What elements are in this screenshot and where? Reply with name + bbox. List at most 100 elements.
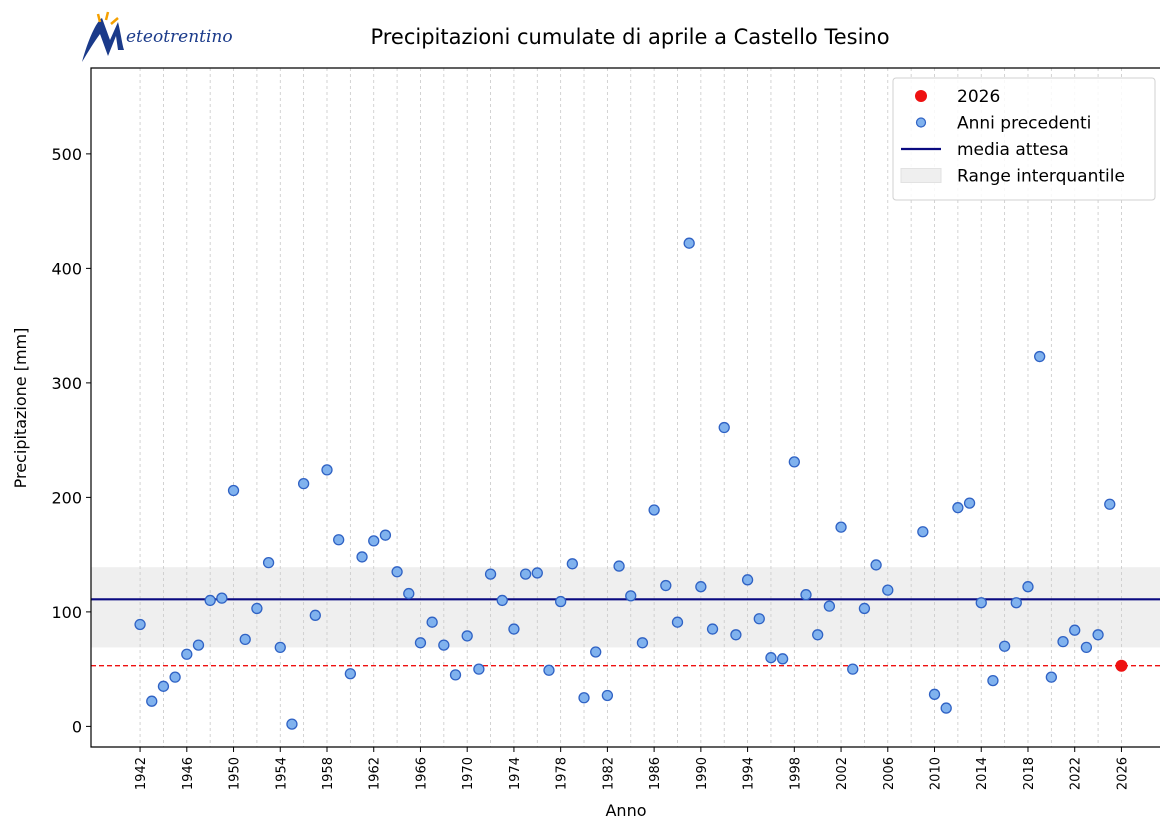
data-point: [239, 633, 251, 646]
data-point: [426, 616, 438, 628]
data-point: [625, 590, 637, 602]
legend-marker: [915, 117, 927, 128]
x-tick-label: 1954: [274, 757, 289, 790]
data-point: [730, 629, 742, 641]
current-point: [1115, 659, 1128, 672]
logo-text: eteotrentino: [126, 27, 233, 47]
data-point: [449, 669, 462, 681]
x-tick-label: 1958: [321, 757, 336, 790]
data-point: [262, 557, 275, 569]
data-point: [1069, 624, 1081, 636]
data-point: [344, 668, 357, 680]
data-point: [800, 589, 812, 601]
data-point: [1057, 636, 1069, 648]
y-axis-label: Precipitazione [mm]: [11, 328, 30, 489]
data-point: [227, 484, 240, 497]
data-point: [531, 567, 543, 579]
data-point: [543, 664, 555, 676]
data-point: [1092, 629, 1104, 641]
data-point: [987, 674, 999, 687]
data-point: [998, 640, 1011, 652]
data-point: [882, 584, 894, 596]
data-point: [648, 504, 660, 516]
logo: eteotrentino: [82, 11, 233, 62]
data-point: [952, 502, 964, 514]
data-point: [858, 602, 871, 615]
data-point: [297, 477, 310, 490]
data-point: [741, 574, 754, 586]
x-tick-label: 1982: [601, 757, 616, 790]
data-point: [601, 689, 614, 702]
x-tick-label: 1966: [414, 757, 429, 790]
data-point: [928, 688, 941, 700]
y-tick-label: 300: [51, 374, 82, 393]
data-point: [847, 663, 859, 675]
data-point: [496, 594, 508, 607]
data-point: [251, 602, 263, 615]
data-point: [274, 641, 286, 654]
iqr-band: [91, 567, 1160, 648]
y-tick-label: 100: [51, 603, 82, 622]
x-tick-label: 2026: [1115, 757, 1130, 790]
x-tick-label: 2018: [1022, 757, 1037, 790]
data-point: [461, 630, 473, 642]
x-tick-label: 1946: [181, 757, 196, 790]
data-point: [1010, 597, 1022, 609]
data-point: [484, 568, 497, 580]
data-point: [870, 559, 882, 571]
data-point: [519, 568, 532, 580]
x-tick-label: 1978: [555, 757, 570, 790]
data-point: [578, 692, 590, 704]
x-tick-label: 1962: [368, 757, 383, 790]
x-tick-label: 2002: [835, 757, 850, 790]
data-point: [566, 558, 578, 570]
data-point: [963, 497, 976, 509]
data-point: [613, 560, 625, 572]
legend-label: Range interquantile: [957, 167, 1125, 187]
data-point: [181, 648, 193, 660]
data-point: [706, 623, 719, 635]
x-tick-label: 1950: [228, 757, 243, 790]
data-point: [776, 653, 789, 665]
data-point: [356, 551, 368, 563]
chart-title: Precipitazioni cumulate di aprile a Cast…: [370, 25, 889, 49]
legend: 2026 Anni precedenti media attesa Range int…: [892, 77, 1156, 201]
data-point: [379, 529, 392, 541]
x-tick-label: 2006: [882, 757, 897, 790]
legend-label: Anni precedenti: [957, 114, 1091, 134]
data-point: [204, 594, 216, 607]
x-tick-label: 1994: [742, 757, 757, 790]
y-tick-label: 200: [51, 488, 82, 507]
data-point: [683, 237, 695, 249]
data-point: [321, 464, 333, 476]
data-point: [391, 566, 403, 578]
legend-marker: [915, 90, 927, 102]
x-tick-label: 2010: [929, 757, 944, 790]
data-point: [636, 637, 649, 649]
data-point: [146, 695, 158, 707]
data-point: [788, 456, 800, 468]
x-tick-label: 2022: [1069, 757, 1084, 790]
data-point: [1104, 498, 1116, 510]
data-point: [1045, 671, 1057, 683]
legend-marker: [900, 168, 942, 183]
data-point: [309, 609, 321, 621]
data-point: [473, 663, 485, 675]
data-point: [508, 623, 520, 635]
legend-label: media attesa: [957, 140, 1069, 160]
y-tick-label: 0: [72, 717, 82, 736]
x-tick-label: 1974: [508, 757, 523, 790]
x-tick-label: 1970: [461, 757, 476, 790]
data-point: [823, 600, 836, 612]
x-tick-label: 1990: [695, 757, 710, 790]
data-point: [1022, 581, 1034, 593]
data-point: [1034, 350, 1046, 363]
data-point: [917, 526, 929, 538]
data-point: [555, 595, 567, 608]
data-point: [333, 534, 345, 546]
data-point: [765, 652, 777, 664]
data-point: [835, 521, 847, 533]
data-point: [216, 592, 228, 604]
x-tick-label: 1986: [648, 757, 663, 790]
